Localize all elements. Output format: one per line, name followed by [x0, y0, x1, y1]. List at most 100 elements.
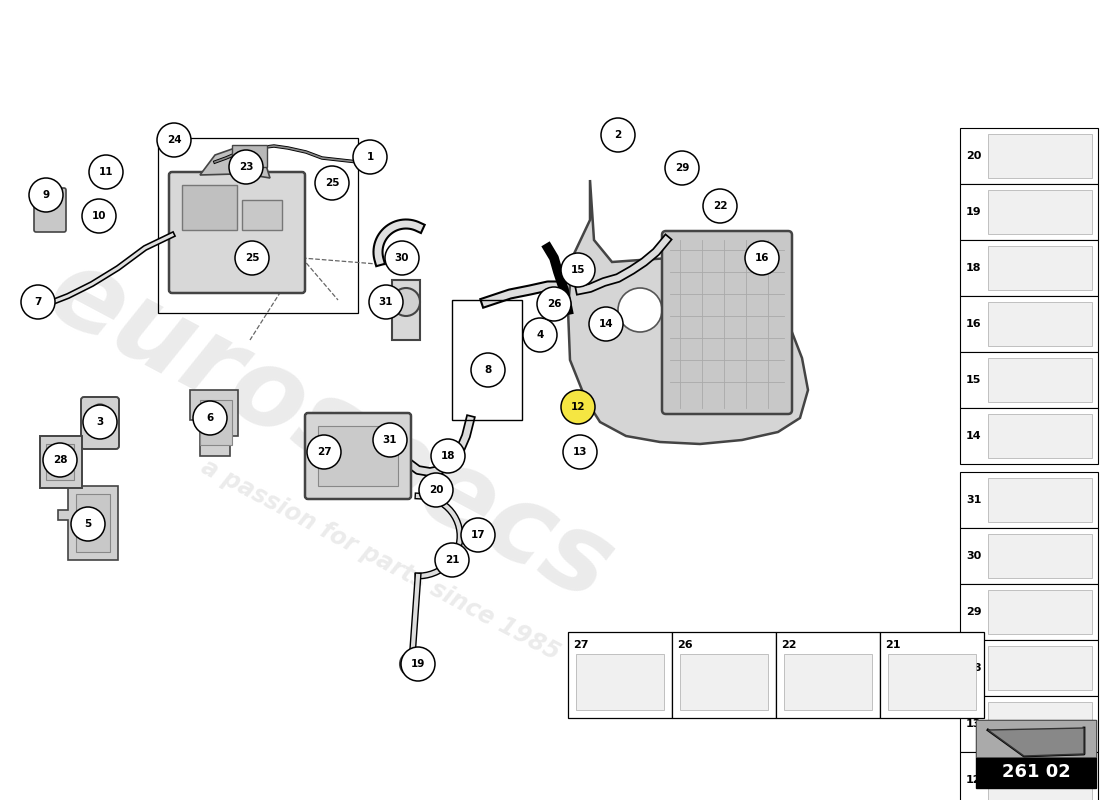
Circle shape: [392, 288, 420, 316]
FancyBboxPatch shape: [988, 134, 1092, 178]
Text: 15: 15: [966, 375, 981, 385]
Circle shape: [91, 404, 109, 422]
Text: 31: 31: [383, 435, 397, 445]
Text: 9: 9: [43, 190, 50, 200]
Text: 25: 25: [244, 253, 260, 263]
Circle shape: [434, 543, 469, 577]
Polygon shape: [988, 728, 1084, 756]
Circle shape: [561, 390, 595, 424]
Circle shape: [353, 140, 387, 174]
Text: 19: 19: [410, 659, 426, 669]
FancyBboxPatch shape: [988, 478, 1092, 522]
Bar: [76, 494, 110, 552]
FancyBboxPatch shape: [34, 188, 66, 232]
Circle shape: [43, 443, 77, 477]
Bar: [976, 720, 1096, 788]
Bar: [568, 632, 672, 718]
Circle shape: [157, 123, 191, 157]
Polygon shape: [58, 486, 118, 560]
Circle shape: [28, 298, 48, 318]
FancyBboxPatch shape: [988, 190, 1092, 234]
FancyBboxPatch shape: [988, 646, 1092, 690]
Text: 26: 26: [547, 299, 561, 309]
Text: 14: 14: [598, 319, 614, 329]
Text: 11: 11: [99, 167, 113, 177]
Text: 27: 27: [317, 447, 331, 457]
Bar: [976, 720, 1096, 758]
Bar: [960, 184, 1098, 240]
Circle shape: [21, 285, 55, 319]
FancyBboxPatch shape: [988, 302, 1092, 346]
Circle shape: [601, 118, 635, 152]
Text: 30: 30: [966, 551, 981, 561]
Bar: [960, 640, 1098, 696]
Text: 25: 25: [324, 178, 339, 188]
Circle shape: [666, 151, 698, 185]
Circle shape: [376, 426, 404, 454]
Text: 24: 24: [167, 135, 182, 145]
Polygon shape: [200, 148, 270, 178]
Bar: [232, 145, 267, 167]
Bar: [158, 138, 358, 313]
Text: 28: 28: [53, 455, 67, 465]
Text: 17: 17: [471, 530, 485, 540]
Circle shape: [537, 287, 571, 321]
Text: 1: 1: [366, 152, 374, 162]
Text: 22: 22: [713, 201, 727, 211]
FancyBboxPatch shape: [680, 654, 768, 710]
Text: 20: 20: [966, 151, 981, 161]
Circle shape: [192, 401, 227, 435]
Circle shape: [703, 189, 737, 223]
FancyBboxPatch shape: [40, 436, 82, 488]
Text: 261 02: 261 02: [1002, 763, 1070, 782]
Bar: [960, 584, 1098, 640]
Circle shape: [385, 241, 419, 275]
Circle shape: [29, 178, 63, 212]
Circle shape: [685, 345, 715, 375]
Text: 14: 14: [966, 431, 981, 441]
Bar: [960, 408, 1098, 464]
Text: 13: 13: [966, 719, 981, 729]
Text: 3: 3: [97, 417, 103, 427]
FancyBboxPatch shape: [576, 654, 664, 710]
FancyBboxPatch shape: [888, 654, 976, 710]
Circle shape: [368, 285, 403, 319]
Text: 26: 26: [676, 640, 693, 650]
FancyBboxPatch shape: [662, 231, 792, 414]
Bar: [318, 426, 398, 486]
FancyBboxPatch shape: [988, 702, 1092, 746]
Text: a passion for parts since 1985: a passion for parts since 1985: [197, 455, 563, 665]
Text: 15: 15: [571, 265, 585, 275]
FancyBboxPatch shape: [988, 534, 1092, 578]
Circle shape: [618, 288, 662, 332]
Circle shape: [72, 507, 104, 541]
Text: 16: 16: [966, 319, 981, 329]
Circle shape: [471, 353, 505, 387]
Circle shape: [229, 150, 263, 184]
Bar: [960, 296, 1098, 352]
Circle shape: [441, 547, 463, 569]
Circle shape: [373, 423, 407, 457]
Bar: [960, 352, 1098, 408]
Circle shape: [400, 652, 424, 676]
Text: 13: 13: [573, 447, 587, 457]
FancyBboxPatch shape: [81, 397, 119, 449]
Circle shape: [426, 482, 446, 502]
Circle shape: [431, 439, 465, 473]
Text: 27: 27: [573, 640, 588, 650]
Circle shape: [419, 473, 453, 507]
FancyBboxPatch shape: [988, 358, 1092, 402]
Circle shape: [402, 647, 434, 681]
Text: 29: 29: [674, 163, 690, 173]
Bar: [182, 185, 236, 230]
Circle shape: [588, 307, 623, 341]
FancyBboxPatch shape: [988, 590, 1092, 634]
Text: 30: 30: [395, 253, 409, 263]
Circle shape: [461, 518, 495, 552]
Text: 18: 18: [441, 451, 455, 461]
Bar: [776, 632, 880, 718]
Text: 12: 12: [571, 402, 585, 412]
Text: 16: 16: [755, 253, 769, 263]
FancyBboxPatch shape: [988, 414, 1092, 458]
Text: 31: 31: [378, 297, 394, 307]
